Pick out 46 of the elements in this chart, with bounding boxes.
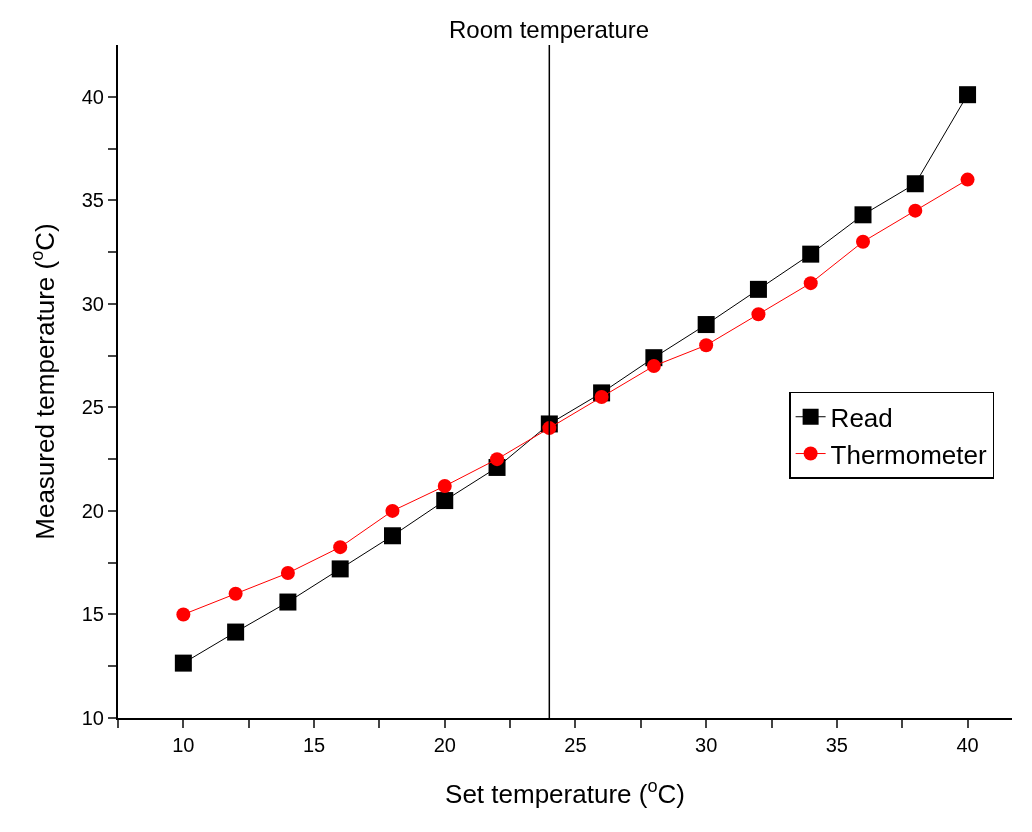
point <box>959 86 977 104</box>
point <box>856 234 870 249</box>
point <box>594 390 609 405</box>
x-tick-label: 10 <box>172 734 195 756</box>
y-tick-label: 10 <box>81 707 104 729</box>
point <box>228 586 243 601</box>
x-tick-label: 35 <box>825 734 848 756</box>
point <box>383 527 401 545</box>
point <box>542 421 557 436</box>
point <box>176 607 191 622</box>
point <box>490 452 505 467</box>
y-tick-label: 30 <box>81 292 104 315</box>
y-tick-label: 40 <box>81 85 104 108</box>
x-tick-label: 25 <box>564 734 587 756</box>
point <box>280 566 295 581</box>
point <box>436 492 454 510</box>
y-tick-label: 15 <box>81 603 104 626</box>
point <box>751 307 766 322</box>
point <box>279 593 297 611</box>
point <box>854 206 872 224</box>
y-tick-label: 25 <box>81 396 104 419</box>
x-tick-label: 30 <box>695 734 718 756</box>
point <box>331 560 349 578</box>
point <box>697 316 715 334</box>
ref-line-label: Room temperature <box>449 16 650 43</box>
point <box>699 338 714 353</box>
point <box>333 540 348 555</box>
point <box>174 654 192 672</box>
point <box>227 623 245 641</box>
legend-label: Thermometer <box>830 439 987 470</box>
point <box>908 203 923 218</box>
x-tick-label: 40 <box>956 734 979 756</box>
legend-label: Read <box>830 402 893 433</box>
point <box>960 172 975 187</box>
point <box>803 276 818 291</box>
point <box>906 175 924 193</box>
point <box>385 503 400 518</box>
x-axis-title: Set temperature ($^{o}$C) <box>445 776 685 810</box>
x-tick-label: 20 <box>433 734 456 756</box>
point <box>646 358 661 373</box>
y-tick-label: 35 <box>81 189 104 212</box>
x-tick-label: 15 <box>302 734 326 756</box>
y-tick-label: 20 <box>81 499 104 522</box>
point <box>437 479 452 494</box>
point <box>749 280 767 298</box>
point <box>802 245 820 263</box>
